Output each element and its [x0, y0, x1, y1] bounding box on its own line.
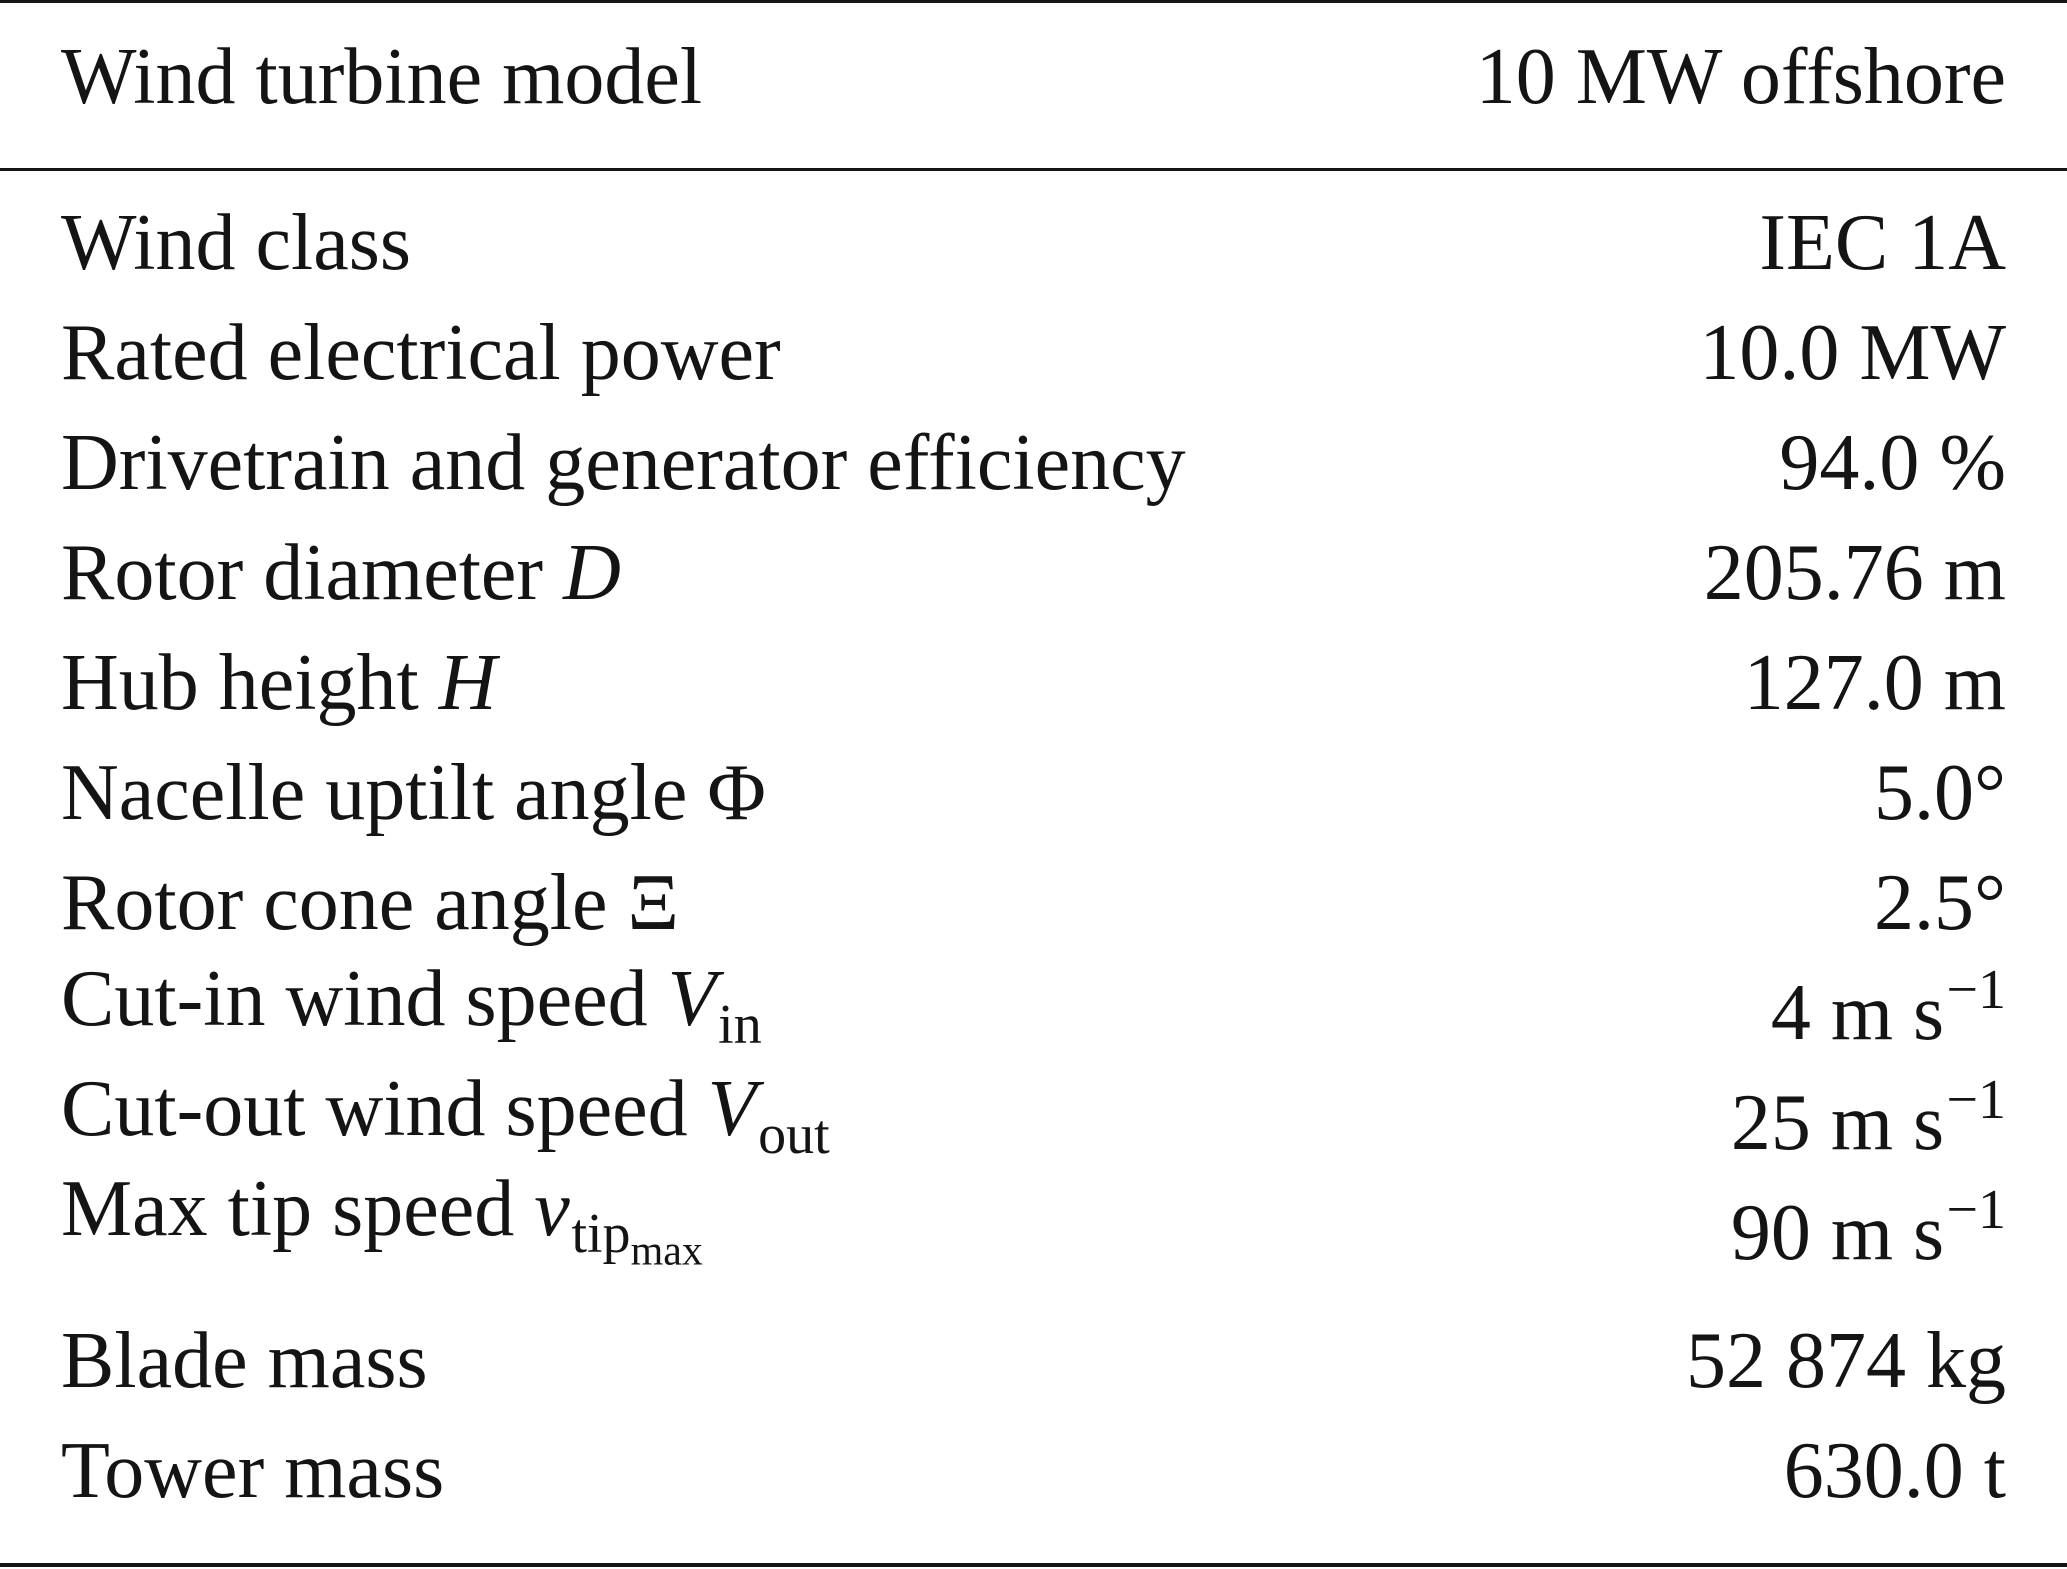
row-exponent: −1 — [1946, 1179, 2006, 1242]
row-value: 4 m s — [1770, 969, 1945, 1057]
table-row-tower-mass: Tower mass 630.0 t — [0, 1421, 2067, 1531]
row-label: Nacelle uptilt angle — [61, 749, 688, 837]
row-symbol: v — [534, 1164, 570, 1253]
row-value: 25 m s — [1730, 1079, 1945, 1167]
table-top-rule — [0, 0, 2067, 3]
row-label: Rotor diameter — [61, 529, 544, 617]
row-label-group: Hub height H — [61, 643, 497, 723]
row-value: 2.5° — [1874, 859, 2006, 947]
row-label: Cut-out wind speed — [61, 1065, 688, 1154]
table-row-cone-angle: Rotor cone angle Ξ 2.5° — [0, 853, 2067, 963]
row-label-group: Cut-in wind speed Vin — [61, 959, 762, 1053]
table-row-cut-out: Cut-out wind speed Vout 25 m s−1 — [0, 1069, 2067, 1183]
row-value: 94.0 % — [1779, 419, 2006, 507]
header-value: 10 MW offshore — [1475, 33, 2006, 121]
row-label-group: Max tip speed vtipmax — [61, 1169, 703, 1274]
row-label-group: Rotor cone angle Ξ — [61, 863, 679, 943]
row-label: Hub height — [61, 639, 419, 727]
row-value-group: 90 m s−1 — [1731, 1182, 2006, 1273]
header-label: Wind turbine model — [61, 33, 703, 121]
row-label-group: Nacelle uptilt angle Φ — [61, 753, 766, 833]
table-row-tip-speed: Max tip speed vtipmax 90 m s−1 — [0, 1169, 2067, 1293]
row-exponent: −1 — [1946, 959, 2006, 1022]
row-label: Rated electrical power — [61, 309, 781, 397]
row-label: Blade mass — [61, 1317, 428, 1405]
table-row-wind-class: Wind class IEC 1A — [0, 193, 2067, 303]
row-symbol: Ξ — [627, 859, 679, 947]
row-value: 127.0 m — [1743, 639, 2006, 727]
row-subscript: tip — [571, 1203, 631, 1266]
row-value: 5.0° — [1874, 749, 2006, 837]
table-header-row: Wind turbine model 10 MW offshore — [0, 27, 2067, 137]
table-row-efficiency: Drivetrain and generator efficiency 94.0… — [0, 413, 2067, 523]
row-symbol: V — [707, 1065, 757, 1154]
row-symbol: Φ — [707, 749, 766, 837]
row-label: Cut-in wind speed — [61, 955, 648, 1044]
table-header-rule — [0, 168, 2067, 171]
table-bottom-rule — [0, 1563, 2067, 1567]
row-subsubscript: max — [630, 1229, 703, 1275]
table-row-hub-height: Hub height H 127.0 m — [0, 633, 2067, 743]
table-row-cut-in: Cut-in wind speed Vin 4 m s−1 — [0, 959, 2067, 1073]
row-label: Tower mass — [61, 1427, 445, 1515]
row-value: IEC 1A — [1759, 199, 2006, 287]
table-row-uptilt: Nacelle uptilt angle Φ 5.0° — [0, 743, 2067, 853]
row-subscript: out — [758, 1104, 830, 1166]
table-row-rotor-diameter: Rotor diameter D 205.76 m — [0, 523, 2067, 633]
row-exponent: −1 — [1946, 1069, 2006, 1132]
row-label: Max tip speed — [61, 1164, 515, 1253]
row-value-group: 4 m s−1 — [1771, 962, 2006, 1053]
row-label-group: Cut-out wind speed Vout — [61, 1069, 830, 1163]
row-value: 10.0 MW — [1699, 309, 2006, 397]
row-label: Drivetrain and generator efficiency — [61, 419, 1186, 507]
row-value-group: 25 m s−1 — [1731, 1072, 2006, 1163]
row-value: 205.76 m — [1703, 529, 2006, 617]
row-value: 52 874 kg — [1686, 1317, 2006, 1405]
row-symbol: H — [438, 639, 497, 727]
row-label-group: Rotor diameter D — [61, 533, 621, 613]
table-row-blade-mass: Blade mass 52 874 kg — [0, 1311, 2067, 1421]
row-label: Rotor cone angle — [61, 859, 608, 947]
table-row-rated-power: Rated electrical power 10.0 MW — [0, 303, 2067, 413]
row-label: Wind class — [61, 199, 412, 287]
row-value: 90 m s — [1730, 1189, 1945, 1277]
row-symbol: V — [667, 955, 717, 1044]
row-subscript: in — [718, 994, 762, 1056]
row-subscript-group: tipmax — [571, 1203, 702, 1273]
row-symbol: D — [563, 529, 621, 617]
row-value: 630.0 t — [1783, 1427, 2006, 1515]
